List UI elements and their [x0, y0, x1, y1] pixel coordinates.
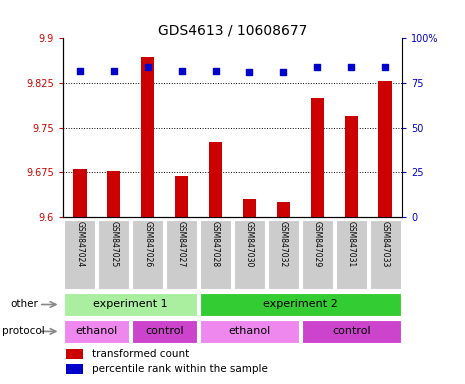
Point [178, 68, 185, 74]
Text: transformed count: transformed count [92, 349, 189, 359]
Text: GSM847026: GSM847026 [143, 221, 152, 267]
Text: GSM847030: GSM847030 [245, 221, 254, 267]
FancyBboxPatch shape [98, 220, 129, 289]
Text: experiment 1: experiment 1 [93, 299, 168, 310]
Text: ethanol: ethanol [76, 326, 118, 336]
FancyBboxPatch shape [64, 293, 197, 316]
Text: GSM847029: GSM847029 [313, 221, 322, 267]
Text: ethanol: ethanol [228, 326, 271, 336]
Point [279, 69, 287, 75]
FancyBboxPatch shape [370, 220, 401, 289]
Point [381, 64, 389, 70]
Point [144, 64, 151, 70]
FancyBboxPatch shape [200, 320, 299, 343]
Text: protocol: protocol [2, 326, 45, 336]
FancyBboxPatch shape [268, 220, 299, 289]
FancyBboxPatch shape [200, 220, 231, 289]
FancyBboxPatch shape [234, 220, 265, 289]
Text: GSM847027: GSM847027 [177, 221, 186, 267]
Bar [311, 98, 324, 217]
Point [212, 68, 219, 74]
Bar [277, 202, 290, 217]
Bar [141, 57, 154, 217]
Title: GDS4613 / 10608677: GDS4613 / 10608677 [158, 23, 307, 37]
Point [76, 68, 83, 74]
Text: GSM847024: GSM847024 [75, 221, 84, 267]
Bar [66, 349, 83, 359]
Point [347, 64, 355, 70]
Text: percentile rank within the sample: percentile rank within the sample [92, 364, 267, 374]
Bar [107, 170, 120, 217]
Bar [345, 116, 358, 217]
FancyBboxPatch shape [302, 220, 333, 289]
Text: GSM847031: GSM847031 [347, 221, 356, 267]
FancyBboxPatch shape [64, 320, 129, 343]
Bar [66, 364, 83, 374]
Bar [379, 81, 392, 217]
FancyBboxPatch shape [302, 320, 401, 343]
Text: control: control [145, 326, 184, 336]
Text: GSM847025: GSM847025 [109, 221, 118, 267]
Bar [209, 142, 222, 217]
Text: experiment 2: experiment 2 [263, 299, 338, 310]
FancyBboxPatch shape [336, 220, 367, 289]
FancyBboxPatch shape [132, 320, 197, 343]
Bar [243, 199, 256, 217]
Text: control: control [332, 326, 371, 336]
FancyBboxPatch shape [166, 220, 197, 289]
FancyBboxPatch shape [64, 220, 95, 289]
FancyBboxPatch shape [132, 220, 163, 289]
Point [246, 69, 253, 75]
Text: GSM847028: GSM847028 [211, 221, 220, 267]
Bar [175, 177, 188, 217]
Point [110, 68, 117, 74]
Bar [73, 169, 86, 217]
Text: other: other [10, 299, 38, 309]
Point [313, 64, 321, 70]
Text: GSM847033: GSM847033 [381, 221, 390, 267]
FancyBboxPatch shape [200, 293, 401, 316]
Text: GSM847032: GSM847032 [279, 221, 288, 267]
